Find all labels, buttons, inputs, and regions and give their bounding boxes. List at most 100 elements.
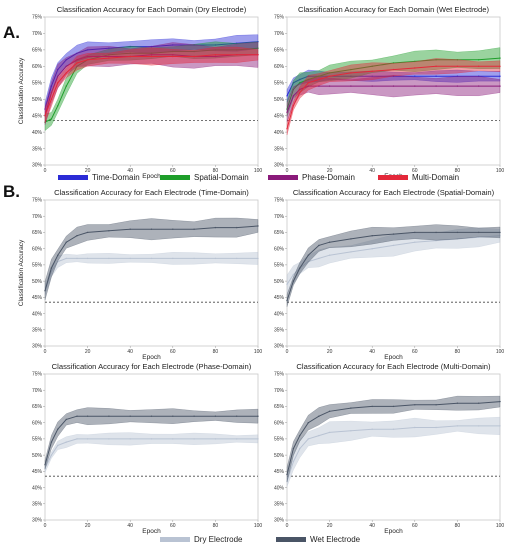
x-tick-label: 100 — [254, 523, 263, 529]
series-4 — [44, 46, 259, 124]
data-point — [172, 228, 174, 230]
y-tick-label: 55% — [274, 80, 285, 86]
data-point — [371, 248, 373, 250]
legend-swatch — [160, 537, 190, 542]
data-point — [108, 230, 110, 232]
chart-title: Classification Accuracy for Each Electro… — [52, 362, 252, 371]
series-line — [44, 225, 259, 291]
data-point — [499, 231, 501, 234]
data-point — [108, 257, 110, 260]
series-2 — [44, 407, 259, 470]
series-line — [286, 85, 500, 113]
data-point — [456, 65, 459, 68]
legend-label: Time-Domain — [92, 173, 140, 182]
series-band — [44, 251, 259, 296]
data-point — [129, 415, 131, 417]
data-point — [86, 257, 89, 260]
series-line — [44, 54, 258, 116]
y-tick-label: 40% — [274, 130, 285, 136]
data-point — [108, 54, 110, 56]
x-tick-label: 20 — [327, 349, 333, 355]
data-point — [193, 55, 195, 58]
data-point — [435, 85, 437, 87]
x-tick-label: 0 — [286, 168, 289, 174]
data-point — [307, 254, 309, 256]
legend-item-4: Multi-Domain — [378, 173, 459, 182]
x-tick-label: 20 — [85, 349, 91, 355]
data-point — [257, 225, 259, 227]
data-point — [328, 410, 331, 412]
series-line — [44, 438, 258, 469]
data-point — [499, 75, 501, 77]
panel-label-b: B. — [3, 182, 20, 201]
y-tick-label: 65% — [32, 48, 43, 54]
x-tick-label: 0 — [44, 349, 47, 355]
series-1 — [44, 432, 259, 473]
legend-swatch — [276, 537, 306, 542]
data-point — [193, 257, 195, 260]
x-tick-label: 80 — [455, 349, 461, 355]
data-point — [108, 47, 110, 49]
data-point — [65, 441, 68, 443]
y-tick-label: 70% — [32, 31, 43, 37]
x-tick-label: 60 — [412, 349, 418, 355]
series-band — [286, 224, 501, 307]
data-point — [414, 67, 416, 69]
y-tick-label: 50% — [274, 279, 285, 285]
data-point — [456, 231, 459, 234]
data-point — [193, 50, 195, 53]
y-tick-label: 70% — [274, 388, 285, 394]
chart-panel-3: Classification Accuracy for Each Electro… — [18, 188, 262, 361]
data-point — [214, 54, 217, 56]
data-point — [257, 54, 259, 56]
data-point — [214, 44, 217, 46]
y-tick-label: 65% — [274, 230, 285, 236]
y-tick-label: 40% — [32, 311, 43, 317]
data-point — [350, 251, 352, 253]
data-point — [371, 70, 373, 73]
data-point — [150, 228, 153, 230]
x-tick-label: 60 — [170, 168, 176, 174]
y-axis-label: Classification Accuracy — [18, 57, 25, 124]
series-line — [286, 65, 500, 129]
data-point — [286, 95, 288, 97]
data-point — [478, 231, 480, 234]
data-point — [214, 257, 217, 260]
data-point — [478, 425, 480, 427]
data-point — [57, 82, 59, 84]
y-tick-label: 50% — [274, 453, 285, 459]
data-point — [318, 244, 320, 247]
data-point — [299, 91, 301, 94]
chart-title: Classification Accuracy for Each Domain … — [298, 5, 490, 14]
chart-panel-6: Classification Accuracy for Each Electro… — [274, 362, 504, 535]
legend-item-3: Phase-Domain — [268, 173, 355, 182]
x-axis-label: Epoch — [384, 528, 403, 535]
plot-area — [286, 16, 501, 166]
data-point — [499, 85, 501, 87]
data-point — [214, 415, 217, 417]
y-tick-label: 30% — [274, 163, 285, 169]
chart-title: Classification Accuracy for Each Domain … — [57, 5, 247, 14]
data-point — [65, 85, 68, 87]
x-tick-label: 0 — [44, 168, 47, 174]
data-point — [350, 238, 352, 240]
data-point — [299, 88, 301, 91]
data-point — [129, 52, 131, 54]
data-point — [328, 241, 331, 243]
x-tick-label: 20 — [85, 523, 91, 529]
legend-label: Dry Electrode — [194, 535, 243, 544]
data-point — [50, 267, 53, 269]
data-point — [108, 415, 110, 417]
y-tick-label: 30% — [274, 518, 285, 524]
data-point — [172, 415, 174, 417]
data-point — [414, 85, 416, 87]
data-point — [456, 85, 459, 87]
panel-label-a: A. — [3, 23, 20, 42]
x-tick-label: 100 — [496, 349, 505, 355]
data-point — [414, 241, 416, 243]
data-point — [392, 233, 395, 235]
y-tick-label: 75% — [32, 15, 43, 21]
x-tick-label: 100 — [254, 349, 263, 355]
data-point — [318, 415, 320, 417]
data-point — [44, 115, 46, 117]
